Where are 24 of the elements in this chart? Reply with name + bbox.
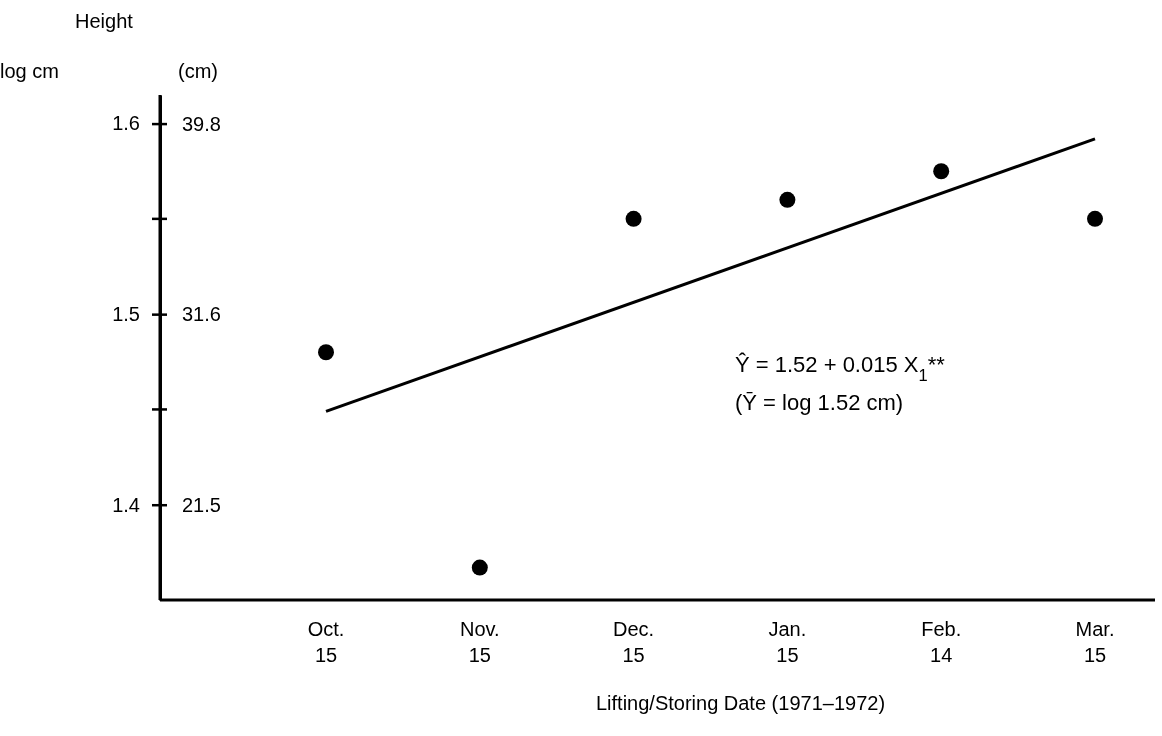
x-tick-label: Feb. 14 — [921, 618, 962, 666]
annotation: 39.8 — [182, 112, 221, 135]
y-tick-label: 1.5 — [112, 303, 140, 326]
y-tick-label: 1.6 — [112, 112, 140, 135]
annotation: 31.6 — [182, 303, 221, 326]
point — [471, 559, 488, 576]
chart-title: Height — [75, 10, 134, 32]
point — [1087, 210, 1103, 227]
point — [318, 344, 334, 361]
annotation: 21.5 — [182, 493, 221, 516]
annotation: (Ȳ = log 1.52 cm) — [735, 390, 904, 415]
x-tick-label: Dec. 15 — [613, 618, 655, 666]
annotation: Ŷ = 1.52 + 0.015 X$_{1}$** — [735, 352, 946, 384]
x-axis-title: Lifting/Storing Date (1971–1972) — [595, 692, 886, 714]
x-tick-label: Jan. 15 — [768, 618, 807, 666]
y-axis-title: log cm — [0, 60, 59, 82]
point — [933, 163, 950, 180]
point — [779, 191, 796, 208]
y2-axis-title: (cm) — [178, 60, 218, 82]
x-tick-label: Mar. 15 — [1075, 618, 1115, 666]
x-tick-label: Nov. 15 — [459, 618, 500, 666]
point — [625, 210, 642, 227]
x-tick-label: Oct. 15 — [307, 618, 345, 666]
y-tick-label: 1.4 — [112, 493, 140, 516]
